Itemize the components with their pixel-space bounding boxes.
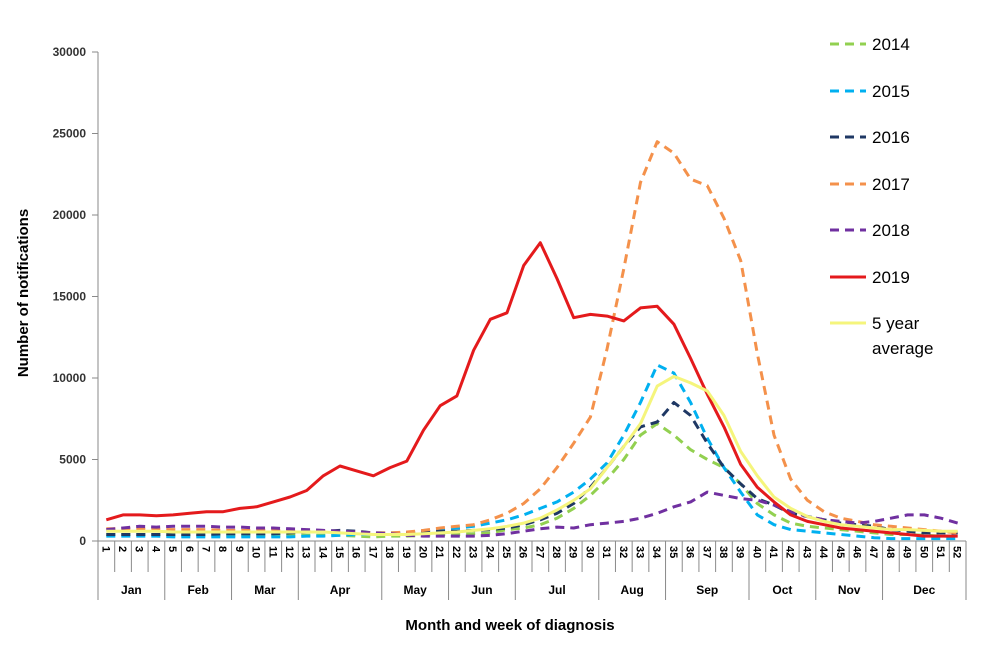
month-label: Jun (471, 583, 492, 597)
y-axis-title: Number of notifications (15, 209, 32, 377)
week-tick-label: 18 (383, 546, 395, 558)
week-tick-label: 17 (366, 546, 378, 558)
week-tick-label: 16 (350, 546, 362, 558)
month-label: Nov (838, 583, 861, 597)
legend: 2014 2015 2016 2017 2018 2019 5 year average (830, 35, 933, 358)
y-tick-label: 0 (79, 534, 86, 548)
week-tick-label: 33 (634, 546, 646, 558)
week-tick-label: 25 (500, 546, 512, 558)
legend-label: 2016 (872, 128, 910, 147)
week-tick-label: 1 (99, 546, 111, 552)
week-tick-label: 9 (233, 546, 245, 552)
series-line-2019 (105, 241, 958, 538)
week-tick-label: 19 (400, 546, 412, 558)
week-tick-label: 28 (550, 546, 562, 558)
month-label: Mar (254, 583, 276, 597)
series-line-2014 (106, 422, 958, 539)
month-label: Dec (913, 583, 935, 597)
week-tick-label: 31 (600, 546, 612, 558)
week-tick-label: 14 (316, 546, 328, 559)
week-tick-label: 21 (433, 546, 445, 558)
y-tick-label: 15000 (53, 290, 87, 304)
week-tick-label: 40 (750, 546, 762, 558)
week-tick-label: 35 (667, 546, 679, 558)
week-tick-label: 2 (116, 546, 128, 552)
month-label: Feb (187, 583, 208, 597)
series-line-2015 (106, 363, 958, 541)
week-tick-label: 34 (650, 546, 662, 559)
month-label: Apr (330, 583, 351, 597)
series-line-2016 (106, 401, 958, 536)
month-label: Oct (772, 583, 792, 597)
legend-label: 2018 (872, 221, 910, 240)
x-month-groups: Jan Feb Mar Apr May Jun Jul Aug Sep Oct Nov Dec (97, 572, 967, 600)
x-axis-title: Month and week of diagnosis (405, 617, 614, 634)
week-tick-label: 41 (767, 546, 779, 558)
week-tick-label: 12 (283, 546, 295, 558)
week-tick-label: 26 (517, 546, 529, 558)
legend-label: 2017 (872, 175, 910, 194)
week-tick-label: 36 (684, 546, 696, 558)
week-tick-label: 49 (901, 546, 913, 558)
week-tick-label: 46 (851, 546, 863, 558)
week-tick-label: 37 (700, 546, 712, 558)
week-tick-label: 20 (417, 546, 429, 558)
week-tick-label: 4 (149, 546, 161, 553)
week-tick-label: 30 (583, 546, 595, 558)
legend-label: 2015 (872, 82, 910, 101)
week-tick-label: 23 (467, 546, 479, 558)
series-line-5-year-average (106, 374, 958, 536)
week-tick-label: 24 (483, 546, 495, 559)
month-label: Aug (620, 583, 643, 597)
y-tick-label: 5000 (59, 453, 86, 467)
week-tick-label: 42 (784, 546, 796, 558)
week-tick-label: 32 (617, 546, 629, 558)
week-tick-label: 29 (567, 546, 579, 558)
week-tick-label: 27 (533, 546, 545, 558)
week-tick-label: 3 (133, 546, 145, 552)
series-line-2017 (106, 140, 958, 535)
month-label: Jan (121, 583, 142, 597)
week-tick-label: 7 (200, 546, 212, 552)
y-tick-label: 20000 (53, 208, 87, 222)
week-tick-label: 52 (951, 546, 963, 558)
y-ticks: 0 5000 10000 15000 20000 25000 30000 (53, 45, 98, 548)
month-label: Jul (548, 583, 565, 597)
week-tick-label: 43 (800, 546, 812, 558)
week-tick-label: 44 (817, 546, 829, 559)
week-tick-label: 22 (450, 546, 462, 558)
week-tick-label: 8 (216, 546, 228, 552)
legend-label: 5 year average (872, 314, 933, 358)
week-tick-label: 5 (166, 546, 178, 552)
week-tick-label: 11 (266, 546, 278, 558)
legend-label: 2019 (872, 268, 910, 287)
x-week-ticks: 1 2 3 4 5 6 7 8 9 10 11 12 13 14 15 16 17 18 19 20 21 22 23 24 2… (97, 541, 967, 572)
week-tick-label: 50 (917, 546, 929, 558)
week-tick-label: 13 (300, 546, 312, 558)
week-tick-label: 45 (834, 546, 846, 558)
week-tick-label: 47 (867, 546, 879, 558)
week-tick-label: 38 (717, 546, 729, 558)
week-tick-label: 51 (934, 546, 946, 558)
week-tick-label: 48 (884, 546, 896, 558)
month-label: May (403, 583, 427, 597)
week-tick-label: 10 (250, 546, 262, 558)
legend-label: 2014 (872, 35, 910, 54)
week-tick-label: 6 (183, 546, 195, 552)
axes-layer (97, 52, 966, 542)
y-tick-label: 30000 (53, 45, 87, 59)
y-tick-label: 25000 (53, 127, 87, 141)
y-tick-label: 10000 (53, 371, 87, 385)
week-tick-label: 39 (734, 546, 746, 558)
week-tick-label: 15 (333, 546, 345, 558)
series-lines (105, 140, 959, 541)
month-label: Sep (696, 583, 718, 597)
